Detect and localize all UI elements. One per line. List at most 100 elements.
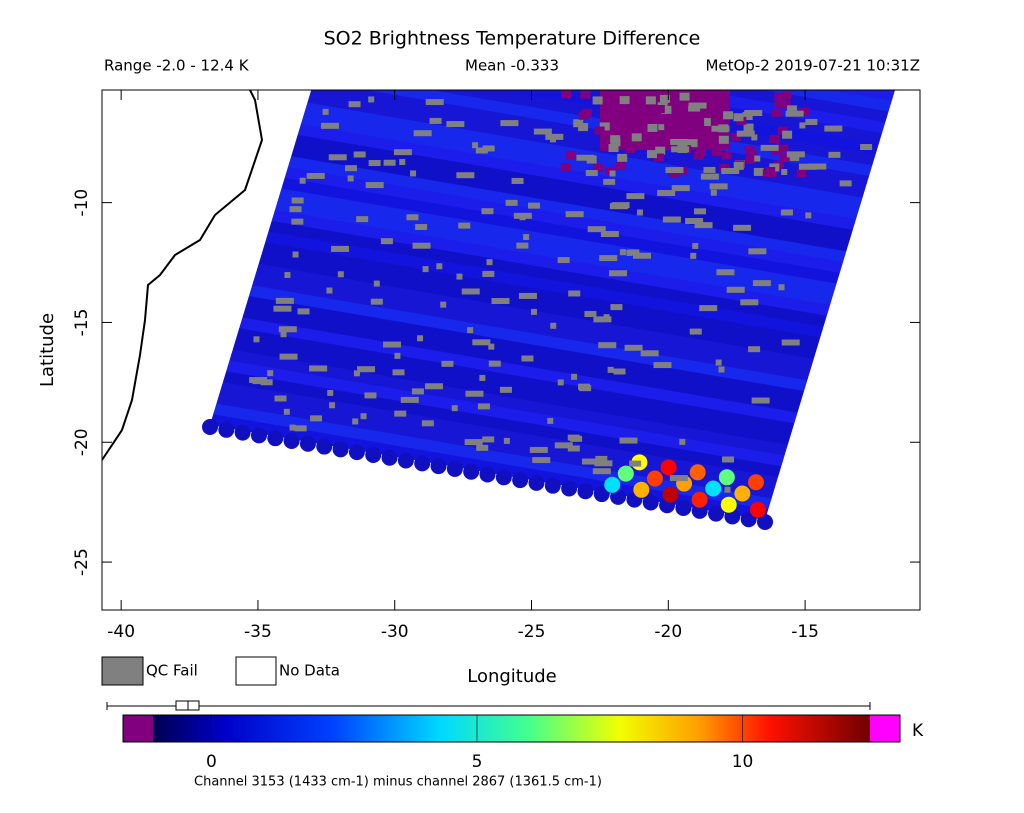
- hot-pixel: [633, 481, 650, 498]
- qc-fail-pixel: [253, 336, 260, 343]
- qc-fail-pixel: [412, 242, 431, 249]
- high-pixel: [714, 100, 725, 109]
- qc-fail-pixel: [364, 392, 377, 399]
- qc-fail-pixel: [328, 154, 347, 161]
- qc-fail-pixel: [711, 125, 730, 132]
- qc-fail-pixel: [751, 134, 758, 141]
- qc-fail-pixel: [694, 222, 713, 229]
- qc-fail-pixel: [786, 151, 805, 158]
- high-pixel: [779, 154, 790, 163]
- qc-fail-pixel: [413, 130, 432, 137]
- qc-fail-pixel: [554, 442, 573, 449]
- qc-fail-pixel: [392, 369, 405, 376]
- swath-edge: [463, 463, 480, 480]
- high-pixel: [744, 146, 755, 155]
- qc-fail-pixel: [748, 346, 761, 353]
- swath-edge: [561, 480, 578, 497]
- qc-fail-pixel: [533, 128, 552, 135]
- qc-fail-pixel: [456, 172, 475, 179]
- high-pixel: [616, 122, 627, 131]
- qc-fail-pixel: [744, 110, 763, 117]
- legend-label: No Data: [279, 662, 340, 680]
- high-pixel: [786, 105, 797, 114]
- swath-edge: [675, 500, 692, 517]
- qc-fail-pixel: [274, 395, 287, 402]
- high-pixel: [617, 153, 628, 162]
- qc-fail-pixel: [280, 331, 287, 338]
- swath-row: [268, 220, 827, 327]
- swath-row: [262, 242, 821, 348]
- swath-edge: [414, 455, 431, 472]
- qc-fail-pixel: [593, 316, 612, 323]
- qc-fail-pixel: [326, 287, 333, 294]
- qc-fail-pixel: [275, 297, 294, 304]
- swath-edge: [218, 421, 235, 438]
- qc-fail-pixel: [399, 158, 406, 165]
- hot-pixel: [747, 474, 764, 491]
- swath-edge: [577, 483, 594, 500]
- qc-fail-pixel: [299, 177, 306, 184]
- qc-fail-pixel: [585, 170, 598, 177]
- high-pixel: [631, 133, 642, 142]
- qc-fail-pixel: [327, 389, 334, 396]
- satellite-label: MetOp-2 2019-07-21 10:31Z: [705, 57, 920, 75]
- qc-fail-pixel: [472, 339, 491, 346]
- qc-fail-pixel: [383, 159, 396, 166]
- swath-edge: [446, 460, 463, 477]
- qc-fail-pixel: [479, 374, 486, 381]
- qc-fail-pixel: [567, 445, 580, 452]
- high-pixel: [799, 107, 810, 116]
- colorbar-label: Channel 3153 (1433 cm-1) minus channel 2…: [194, 775, 602, 790]
- legend-swatch: [235, 656, 277, 686]
- qc-fail-pixel: [557, 379, 564, 386]
- qc-fail-pixel: [703, 166, 716, 173]
- swath-row: [288, 156, 847, 262]
- qc-fail-pixel: [380, 238, 393, 245]
- high-pixel: [778, 144, 789, 153]
- qc-fail-pixel: [419, 52, 431, 58]
- qc-fail-pixel: [718, 366, 725, 373]
- high-pixel: [730, 132, 741, 141]
- qc-fail-pixel: [570, 435, 583, 442]
- high-pixel: [723, 111, 734, 120]
- qc-fail-pixel: [760, 144, 779, 151]
- high-pixel: [696, 147, 707, 156]
- qc-fail-pixel: [499, 386, 512, 393]
- swath-row: [284, 167, 843, 273]
- qc-fail-pixel: [808, 163, 827, 170]
- high-pixel: [753, 167, 764, 176]
- swath-row: [245, 296, 804, 402]
- high-pixel: [782, 130, 793, 139]
- high-pixel: [615, 161, 626, 170]
- qc-fail-pixel: [283, 408, 290, 415]
- range-label: Range -2.0 - 12.4 K: [104, 57, 250, 75]
- high-pixel: [645, 96, 656, 105]
- hot-pixel: [705, 480, 722, 497]
- qc-fail-pixel: [679, 438, 686, 445]
- qc-fail-pixel: [710, 189, 717, 196]
- swath-edge: [202, 419, 218, 435]
- swath-row: [229, 349, 788, 456]
- high-pixel: [780, 100, 791, 109]
- hot-pixel: [617, 465, 634, 482]
- high-pixel: [718, 135, 729, 144]
- high-pixel: [653, 153, 664, 162]
- qc-fail-pixel: [619, 437, 638, 444]
- qc-fail-pixel: [368, 160, 381, 167]
- qc-fail-pixel: [594, 460, 613, 467]
- qc-fail-pixel: [576, 154, 595, 161]
- qc-fail-pixel: [373, 280, 380, 287]
- qc-fail-pixel: [415, 224, 428, 231]
- qc-fail-pixel: [609, 203, 628, 210]
- qc-fail-pixel: [665, 167, 684, 174]
- x-tick-label: -15: [791, 622, 819, 642]
- high-pixel: [578, 123, 589, 132]
- qc-fail-pixel: [394, 352, 401, 359]
- high-pixel: [594, 126, 605, 135]
- qc-fail-pixel: [394, 410, 407, 417]
- qc-fail-pixel: [798, 163, 817, 170]
- swath-row: [301, 113, 860, 219]
- swath-edge: [283, 432, 300, 449]
- qc-fail-pixel: [671, 185, 690, 192]
- high-pixel: [592, 96, 603, 105]
